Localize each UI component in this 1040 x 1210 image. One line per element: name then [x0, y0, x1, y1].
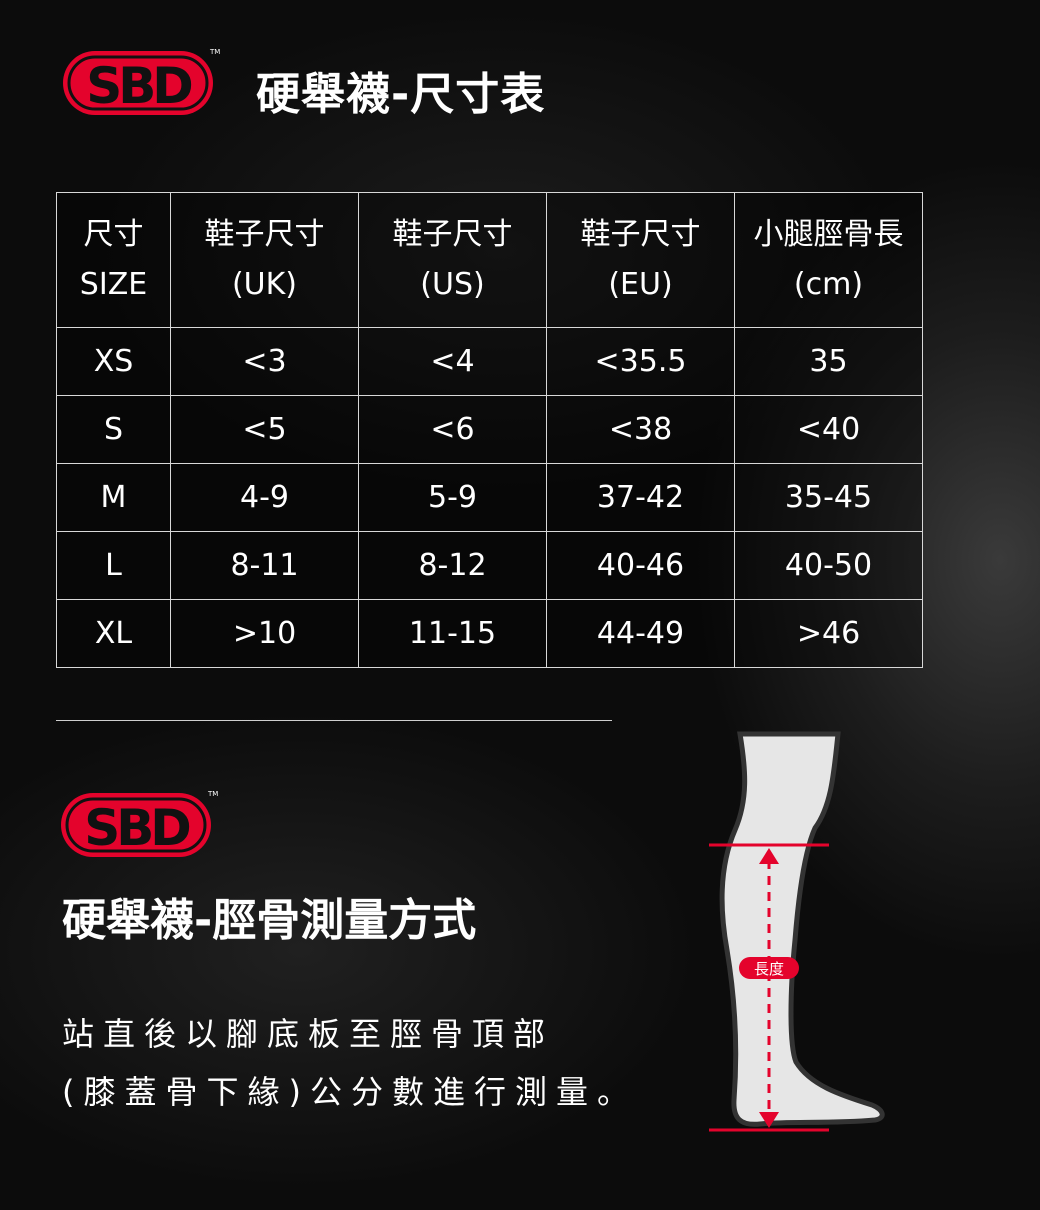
desc-line-1: 站直後以腳底板至脛骨頂部: [62, 1015, 555, 1053]
table-cell: M: [56, 463, 171, 532]
table-cell: 11-15: [358, 599, 547, 668]
leg-outline: [719, 731, 885, 1127]
table-cell: <3: [170, 327, 359, 396]
header-size: 尺寸 SIZE: [56, 192, 171, 328]
table-cell: 35: [734, 327, 923, 396]
table-cell: S: [56, 395, 171, 464]
header-eu: 鞋子尺寸 (EU): [546, 192, 735, 328]
measure-title: 硬舉襪-脛骨測量方式: [62, 895, 477, 946]
page-title: 硬舉襪-尺寸表: [256, 69, 546, 120]
sbd-logo: SBD TM: [63, 48, 220, 115]
header-us: 鞋子尺寸 (US): [358, 192, 547, 328]
svg-text:TM: TM: [209, 48, 220, 56]
table-cell: 4-9: [170, 463, 359, 532]
table-cell: <5: [170, 395, 359, 464]
svg-text:SBD: SBD: [84, 799, 189, 857]
table-cell: >46: [734, 599, 923, 668]
table-row: S <5 <6 <38 <40: [56, 395, 923, 464]
header-calf: 小腿脛骨長 (cm): [734, 192, 923, 328]
desc-line-2: (膝蓋骨下緣)公分數進行測量。: [62, 1073, 638, 1111]
table-cell: 40-46: [546, 531, 735, 600]
table-row: M 4-9 5-9 37-42 35-45: [56, 463, 923, 532]
table-cell: <4: [358, 327, 547, 396]
table-cell: 37-42: [546, 463, 735, 532]
measure-description: 站直後以腳底板至脛骨頂部 (膝蓋骨下緣)公分數進行測量。: [62, 1005, 638, 1121]
table-cell: >10: [170, 599, 359, 668]
table-cell: 8-12: [358, 531, 547, 600]
svg-text:SBD: SBD: [86, 57, 191, 115]
table-cell: <38: [546, 395, 735, 464]
size-table: 尺寸 SIZE 鞋子尺寸 (UK) 鞋子尺寸 (US) 鞋子尺寸 (EU) 小腿脛骨長(…: [56, 192, 923, 668]
divider: [56, 720, 612, 721]
table-cell: 40-50: [734, 531, 923, 600]
header-uk: 鞋子尺寸 (UK): [170, 192, 359, 328]
table-row: XL >10 11-15 44-49 >46: [56, 599, 923, 668]
table-cell: L: [56, 531, 171, 600]
table-row: XS <3 <4 <35.5 35: [56, 327, 923, 396]
table-cell: <35.5: [546, 327, 735, 396]
sbd-logo-2: SBD TM: [61, 790, 218, 857]
table-cell: 8-11: [170, 531, 359, 600]
table-cell: 44-49: [546, 599, 735, 668]
table-cell: XL: [56, 599, 171, 668]
svg-text:TM: TM: [207, 790, 218, 798]
length-label: 長度: [754, 960, 784, 978]
table-cell: 35-45: [734, 463, 923, 532]
table-cell: <40: [734, 395, 923, 464]
table-cell: <6: [358, 395, 547, 464]
table-row: L 8-11 8-12 40-46 40-50: [56, 531, 923, 600]
table-header-row: 尺寸 SIZE 鞋子尺寸 (UK) 鞋子尺寸 (US) 鞋子尺寸 (EU) 小腿脛骨長(…: [56, 192, 923, 328]
